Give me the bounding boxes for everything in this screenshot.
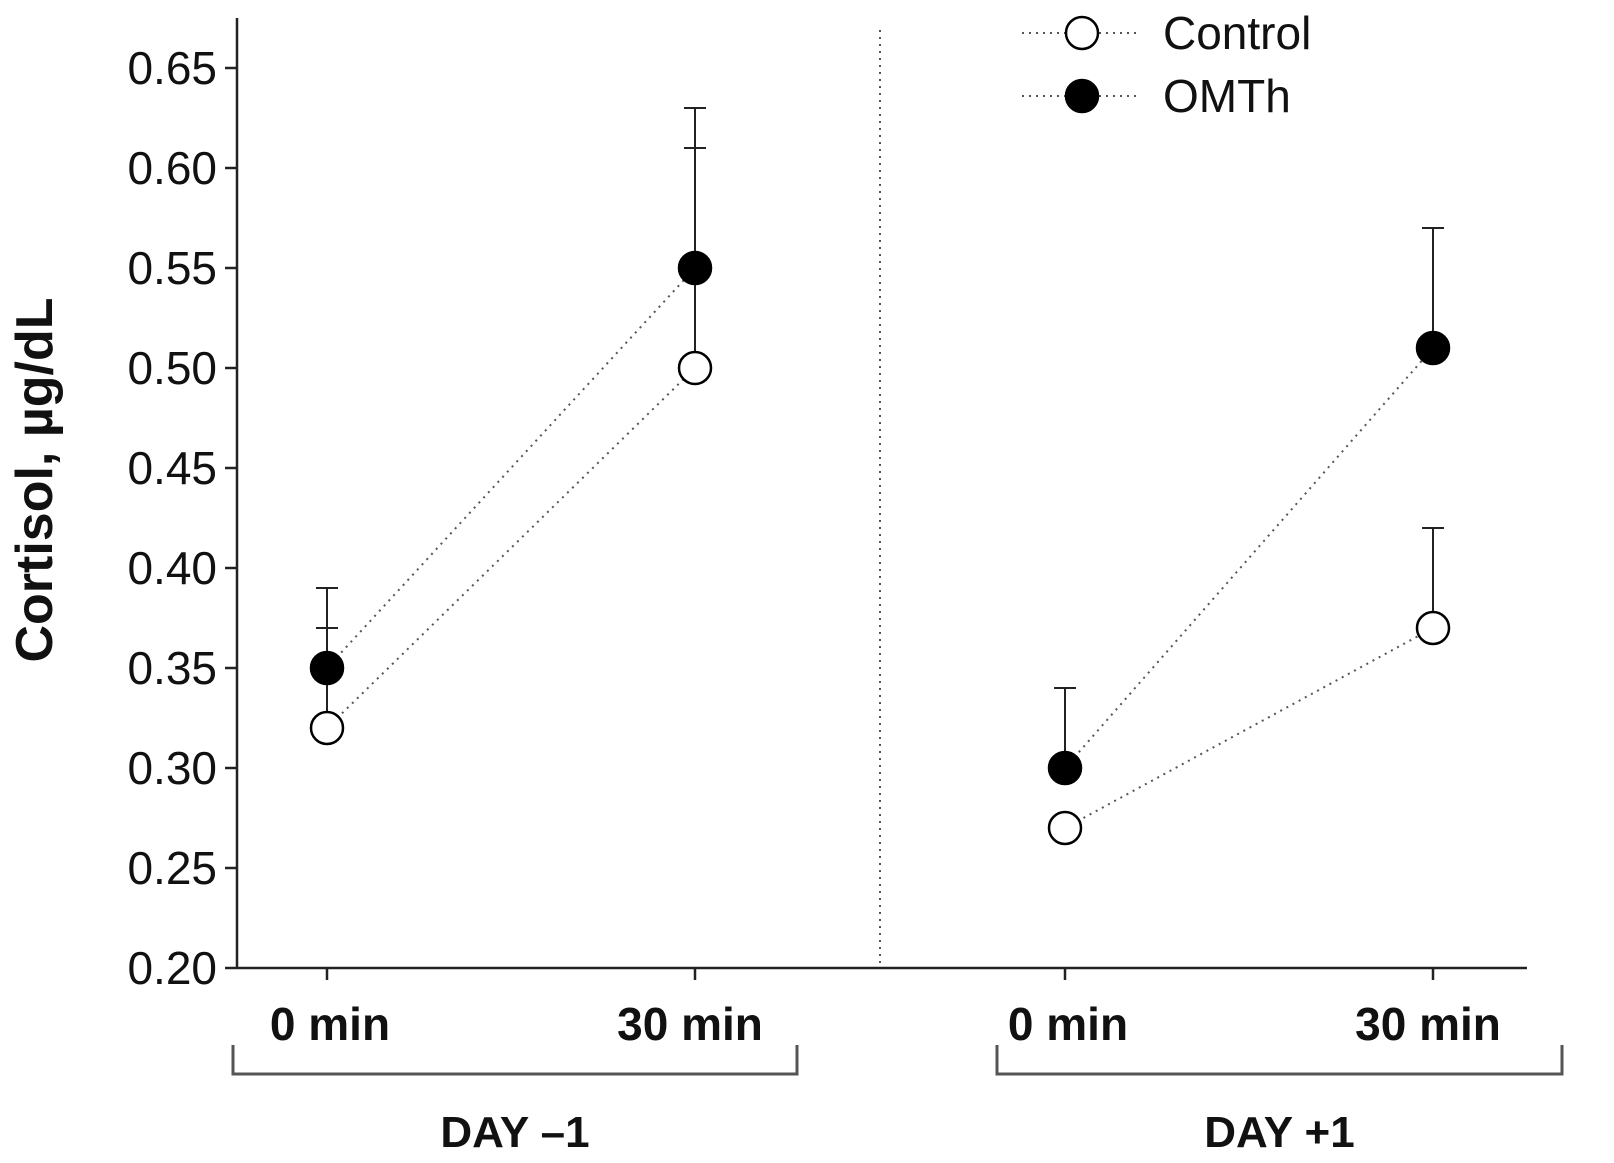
- legend: Control OMTh: [1022, 7, 1311, 122]
- y-tick-label: 0.40: [127, 542, 217, 594]
- axes: [235, 18, 1527, 970]
- x-category-label: 30 min: [1355, 998, 1501, 1050]
- group-label: DAY +1: [1204, 1108, 1354, 1157]
- y-tick-label: 0.45: [127, 442, 217, 494]
- y-tick-label: 0.65: [127, 42, 217, 94]
- group-bracket: [995, 1045, 1564, 1076]
- series-line: [1064, 347, 1434, 769]
- y-tick-label: 0.60: [127, 142, 217, 194]
- y-ticks: 0.20 0.25 0.30 0.35 0.40 0.45 0.50 0.55 0.60 0.65: [127, 42, 237, 994]
- y-axis-title: Cortisol, µg/dL: [6, 297, 64, 662]
- control-point: [1047, 810, 1083, 846]
- y-tick-label: 0.20: [127, 942, 217, 994]
- x-category-label: 0 min: [270, 998, 390, 1050]
- control-point: [677, 350, 713, 386]
- x-category-label: 0 min: [1008, 998, 1128, 1050]
- day-groups: DAY –1 DAY +1: [231, 1045, 1564, 1157]
- series-line: [326, 267, 696, 669]
- legend-marker: [1064, 15, 1100, 51]
- control-point: [309, 710, 345, 746]
- legend-label: OMTh: [1163, 70, 1291, 122]
- legend-marker: [1064, 78, 1100, 114]
- group-bracket: [231, 1045, 799, 1076]
- y-tick-label: 0.50: [127, 342, 217, 394]
- group-label: DAY –1: [440, 1108, 589, 1157]
- x-ticks: 0 min 30 min 0 min 30 min: [270, 968, 1501, 1050]
- y-tick-label: 0.30: [127, 742, 217, 794]
- x-category-label: 30 min: [617, 998, 763, 1050]
- series-line: [1064, 627, 1434, 829]
- control-point: [1415, 610, 1451, 646]
- series-connectors: [326, 267, 1434, 829]
- y-tick-label: 0.55: [127, 242, 217, 294]
- series-line: [326, 367, 696, 729]
- omth-point: [309, 650, 345, 686]
- omth-point: [1415, 330, 1451, 366]
- y-tick-label: 0.35: [127, 642, 217, 694]
- data-points: [309, 250, 1451, 846]
- omth-point: [677, 250, 713, 286]
- legend-label: Control: [1163, 7, 1311, 59]
- omth-point: [1047, 750, 1083, 786]
- y-tick-label: 0.25: [127, 842, 217, 894]
